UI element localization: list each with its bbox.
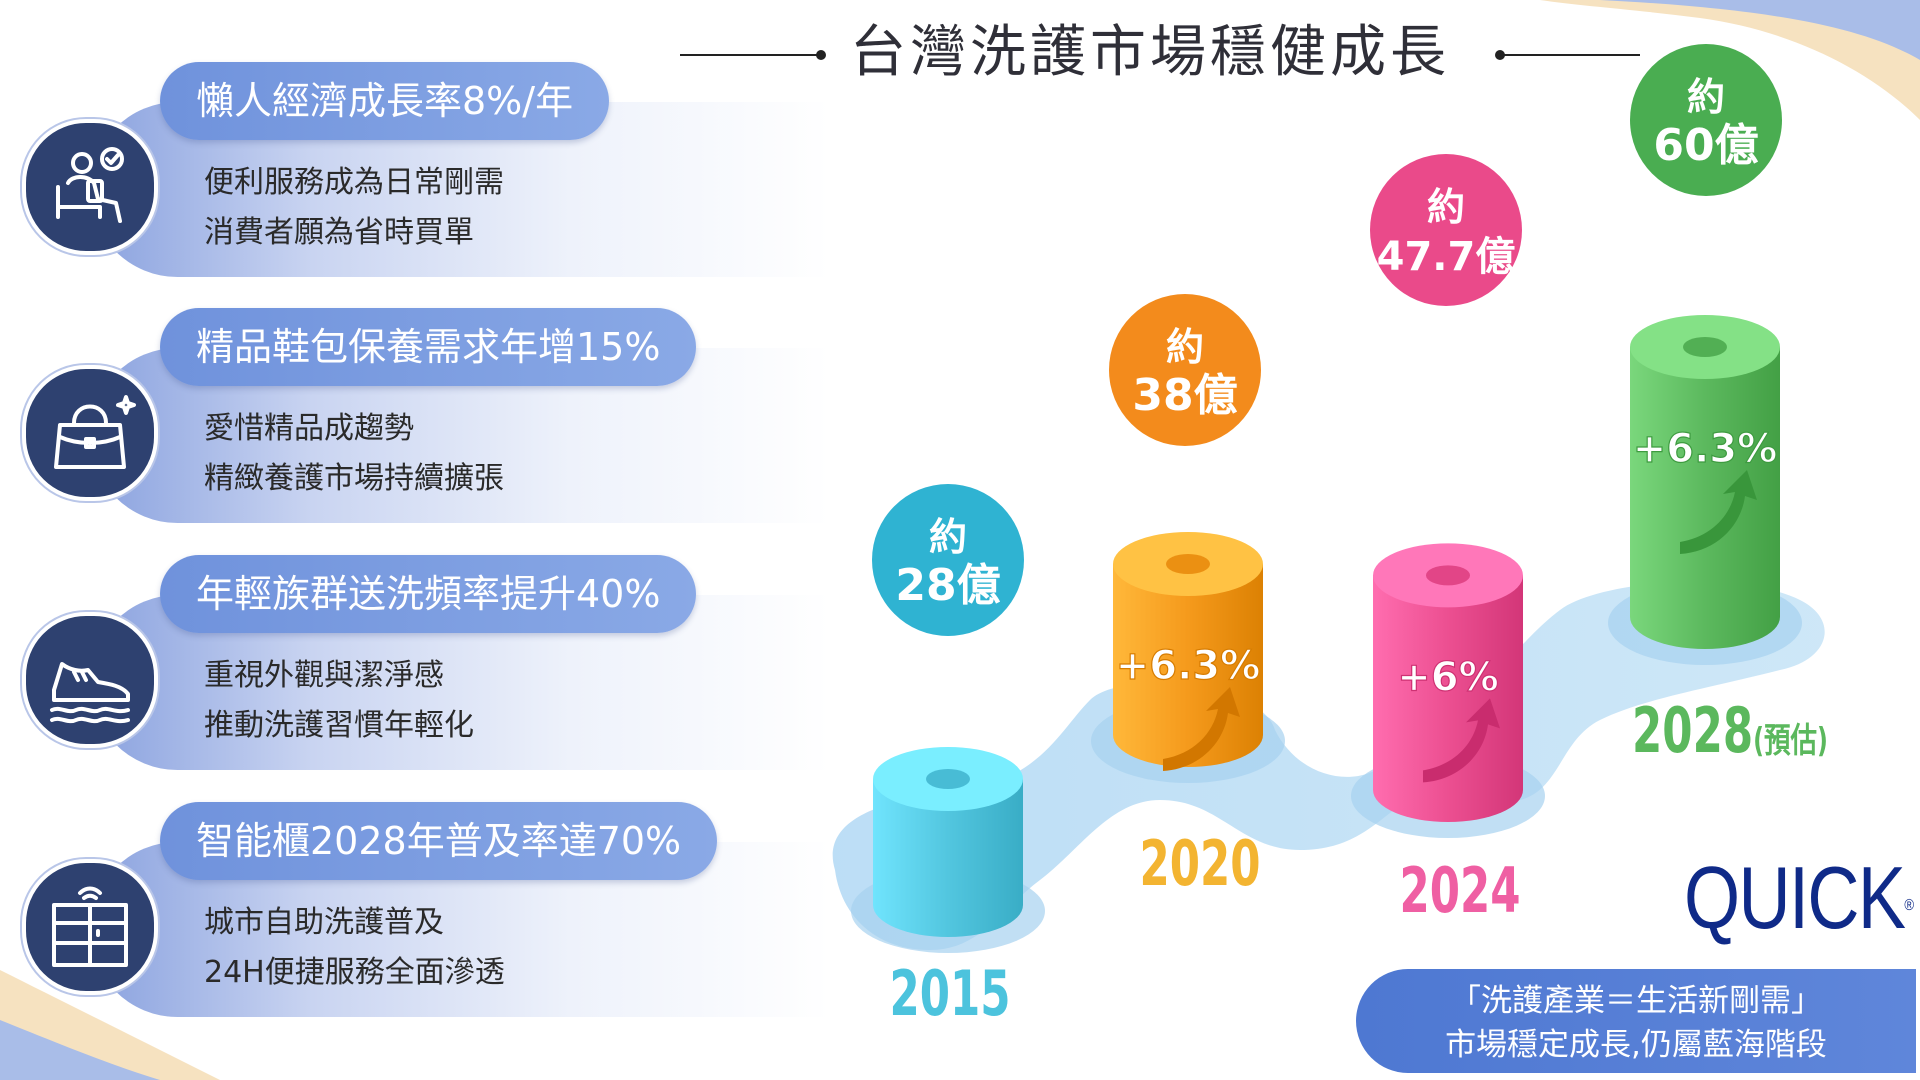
tick-label: 2024 (1399, 855, 1520, 927)
feature-line: 便利服務成為日常剛需 (204, 165, 504, 200)
feature-line: 消費者願為省時買單 (204, 215, 474, 250)
feature-line: 城市自助洗護普及 (204, 905, 444, 940)
tick-label: 2015 (889, 958, 1010, 1030)
data-label: 47.7億 (1377, 234, 1516, 280)
data-label: 28億 (895, 560, 1000, 611)
sneaker-icon (22, 612, 158, 748)
bar-top-hole (1683, 337, 1727, 357)
chart-water-path (832, 581, 1825, 950)
bar-2015 (851, 747, 1045, 953)
conclusion-callout: 「洗護產業＝生活新剛需」 市場穩定成長,仍屬藍海階段 (1356, 969, 1916, 1073)
feature-description: 城市自助洗護普及 24H便捷服務全面滲透 (204, 898, 505, 998)
page-title: 台灣洗護市場穩健成長 (850, 20, 1450, 85)
feature-headline: 智能櫃2028年普及率達70% (160, 802, 718, 880)
feature-line: 24H便捷服務全面滲透 (204, 955, 505, 990)
bar-cylinder (1630, 347, 1780, 649)
data-label: 38億 (1132, 370, 1237, 421)
feature-headline: 年輕族群送洗頻率提升40% (160, 555, 697, 633)
feature-headline: 懶人經濟成長率8%/年 (160, 62, 610, 140)
bar-cylinder (1373, 575, 1523, 822)
title-rule-right (1500, 54, 1640, 56)
growth-label: +6.3% (1116, 643, 1260, 689)
growth-label: +6% (1397, 654, 1498, 700)
title-rule-left (680, 54, 820, 56)
feature-youth-laundry: 年輕族群送洗頻率提升40% 重視外觀與潔淨感 推動洗護習慣年輕化 (20, 555, 840, 770)
brand-logo: QUICK® (1684, 848, 1914, 948)
feature-description: 重視外觀與潔淨感 推動洗護習慣年輕化 (204, 651, 474, 751)
value-bubble-circle (872, 484, 1024, 636)
feature-luxury-care: 精品鞋包保養需求年增15% 愛惜精品成趨勢 精緻養護市場持續擴張 (20, 308, 840, 523)
title-block: 台灣洗護市場穩健成長 (680, 18, 1640, 88)
feature-lazy-economy: 懶人經濟成長率8%/年 便利服務成為日常剛需 消費者願為省時買單 (20, 62, 840, 277)
tick-label: 2028(預估) (1632, 695, 1828, 767)
callout-line-1: 「洗護產業＝生活新剛需」 (1450, 983, 1822, 1019)
feature-description: 愛惜精品成趨勢 精緻養護市場持續擴張 (204, 404, 504, 504)
value-prefix: 約 (1427, 185, 1465, 229)
growth-arrow-icon (1680, 470, 1757, 554)
value-bubble: 約 47.7億 (1370, 154, 1522, 306)
brand-name: QUICK (1684, 848, 1906, 947)
value-prefix: 約 (1687, 75, 1725, 119)
value-bubble-circle (1109, 294, 1261, 446)
value-bubble-circle (1370, 154, 1522, 306)
growth-label: +6.3% (1633, 426, 1777, 472)
feature-line: 精緻養護市場持續擴張 (204, 461, 504, 496)
title-rule-dot-left (816, 50, 826, 60)
tick-label: 2020 (1139, 828, 1260, 900)
feature-line: 重視外觀與潔淨感 (204, 658, 444, 693)
feature-line: 愛惜精品成趨勢 (204, 411, 414, 446)
callout-line-2: 市場穩定成長,仍屬藍海階段 (1445, 1027, 1827, 1063)
bar-2020: +6.3% (1091, 532, 1285, 783)
growth-arrow-icon (1423, 698, 1500, 783)
bar-top-hole (1426, 565, 1470, 586)
growth-arrow-icon (1163, 687, 1240, 771)
handbag-icon (22, 365, 158, 501)
feature-line: 推動洗護習慣年輕化 (204, 708, 474, 743)
value-prefix: 約 (1166, 325, 1204, 369)
feature-smart-locker: 智能櫃2028年普及率達70% 城市自助洗護普及 24H便捷服務全面滲透 (20, 802, 840, 1017)
feature-headline: 精品鞋包保養需求年增15% (160, 308, 697, 386)
data-label: 60億 (1653, 120, 1758, 171)
brand-registered-mark: ® (1904, 897, 1914, 914)
feature-description: 便利服務成為日常剛需 消費者願為省時買單 (204, 158, 504, 258)
bar-2024: +6% (1351, 543, 1545, 838)
bar-2028: +6.3% (1608, 315, 1802, 665)
smart-locker-icon (22, 859, 158, 995)
lazy-person-sofa-icon (22, 119, 158, 255)
bar-top-hole (926, 769, 970, 789)
bar-top-hole (1166, 554, 1210, 574)
bar-cylinder (873, 779, 1023, 937)
value-prefix: 約 (929, 515, 967, 559)
value-bubble-circle (1630, 44, 1782, 196)
